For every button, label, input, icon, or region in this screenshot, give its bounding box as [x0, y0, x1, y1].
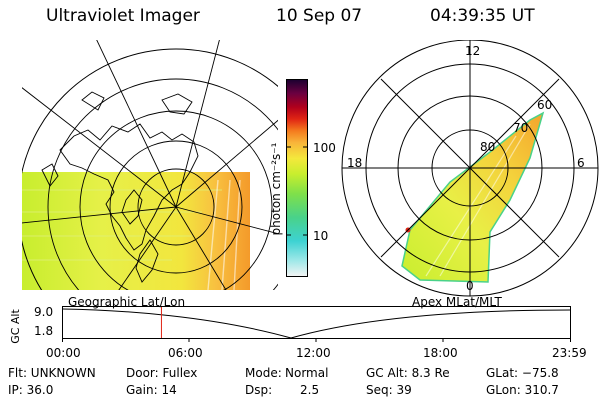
mode-value: Normal: [285, 366, 329, 380]
gain-info: Gain: 14: [126, 383, 177, 397]
door-info: Door: Fullex: [126, 366, 198, 380]
mlat-60-label: 60: [537, 98, 553, 112]
polar-map: [341, 40, 599, 297]
dsp-label: Dsp:: [245, 383, 273, 397]
polar-map-label: Apex MLat/MLT: [412, 295, 502, 309]
geo-map-label: Geographic Lat/Lon: [68, 295, 186, 309]
mlt-6-label: 6: [577, 156, 585, 170]
colorbar-tick-100: 100: [313, 141, 336, 155]
timeline-y-tick-1-8: 1.8: [34, 324, 54, 338]
geographic-map: [22, 40, 278, 290]
dsp-value: 2.5: [300, 383, 320, 397]
instrument-title: Ultraviolet Imager: [46, 6, 200, 26]
gc-alt-info: GC Alt: 8.3 Re: [366, 366, 450, 380]
mlat-70-label: 70: [513, 121, 529, 135]
timeline-x-tick-0600: 06:00: [168, 346, 203, 360]
timeline-x-tick-1200: 12:00: [296, 346, 331, 360]
mlt-0-label: 0: [466, 279, 474, 293]
mlt-18-label: 18: [347, 156, 363, 170]
uv-swath-polar: [401, 111, 545, 283]
altitude-timeline: [62, 306, 571, 342]
colorbar-unit-label: photon cm⁻²s⁻¹: [269, 142, 283, 236]
colorbar: [286, 79, 308, 277]
uv-swath-geo: [22, 172, 250, 290]
time-label: 04:39:35 UT: [430, 6, 535, 26]
filter-info: Flt: UNKNOWN: [8, 366, 96, 380]
glon-info: GLon: 310.7: [486, 383, 559, 397]
seq-info: Seq: 39: [366, 383, 412, 397]
timeline-y-axis-label: GC Alt: [8, 309, 22, 344]
glat-info: GLat: −75.8: [486, 366, 559, 380]
colorbar-tick-10: 10: [313, 229, 329, 243]
mlat-80-label: 80: [480, 140, 496, 154]
mode-label: Mode:: [245, 366, 282, 380]
timeline-x-tick-0000: 00:00: [46, 346, 81, 360]
timeline-x-tick-2359: 23:59: [552, 346, 587, 360]
timeline-x-tick-1800: 18:00: [423, 346, 458, 360]
timeline-y-tick-9: 9.0: [34, 305, 54, 319]
date-label: 10 Sep 07: [276, 6, 363, 26]
mlt-12-label: 12: [465, 44, 481, 58]
ip-info: IP: 36.0: [8, 383, 54, 397]
